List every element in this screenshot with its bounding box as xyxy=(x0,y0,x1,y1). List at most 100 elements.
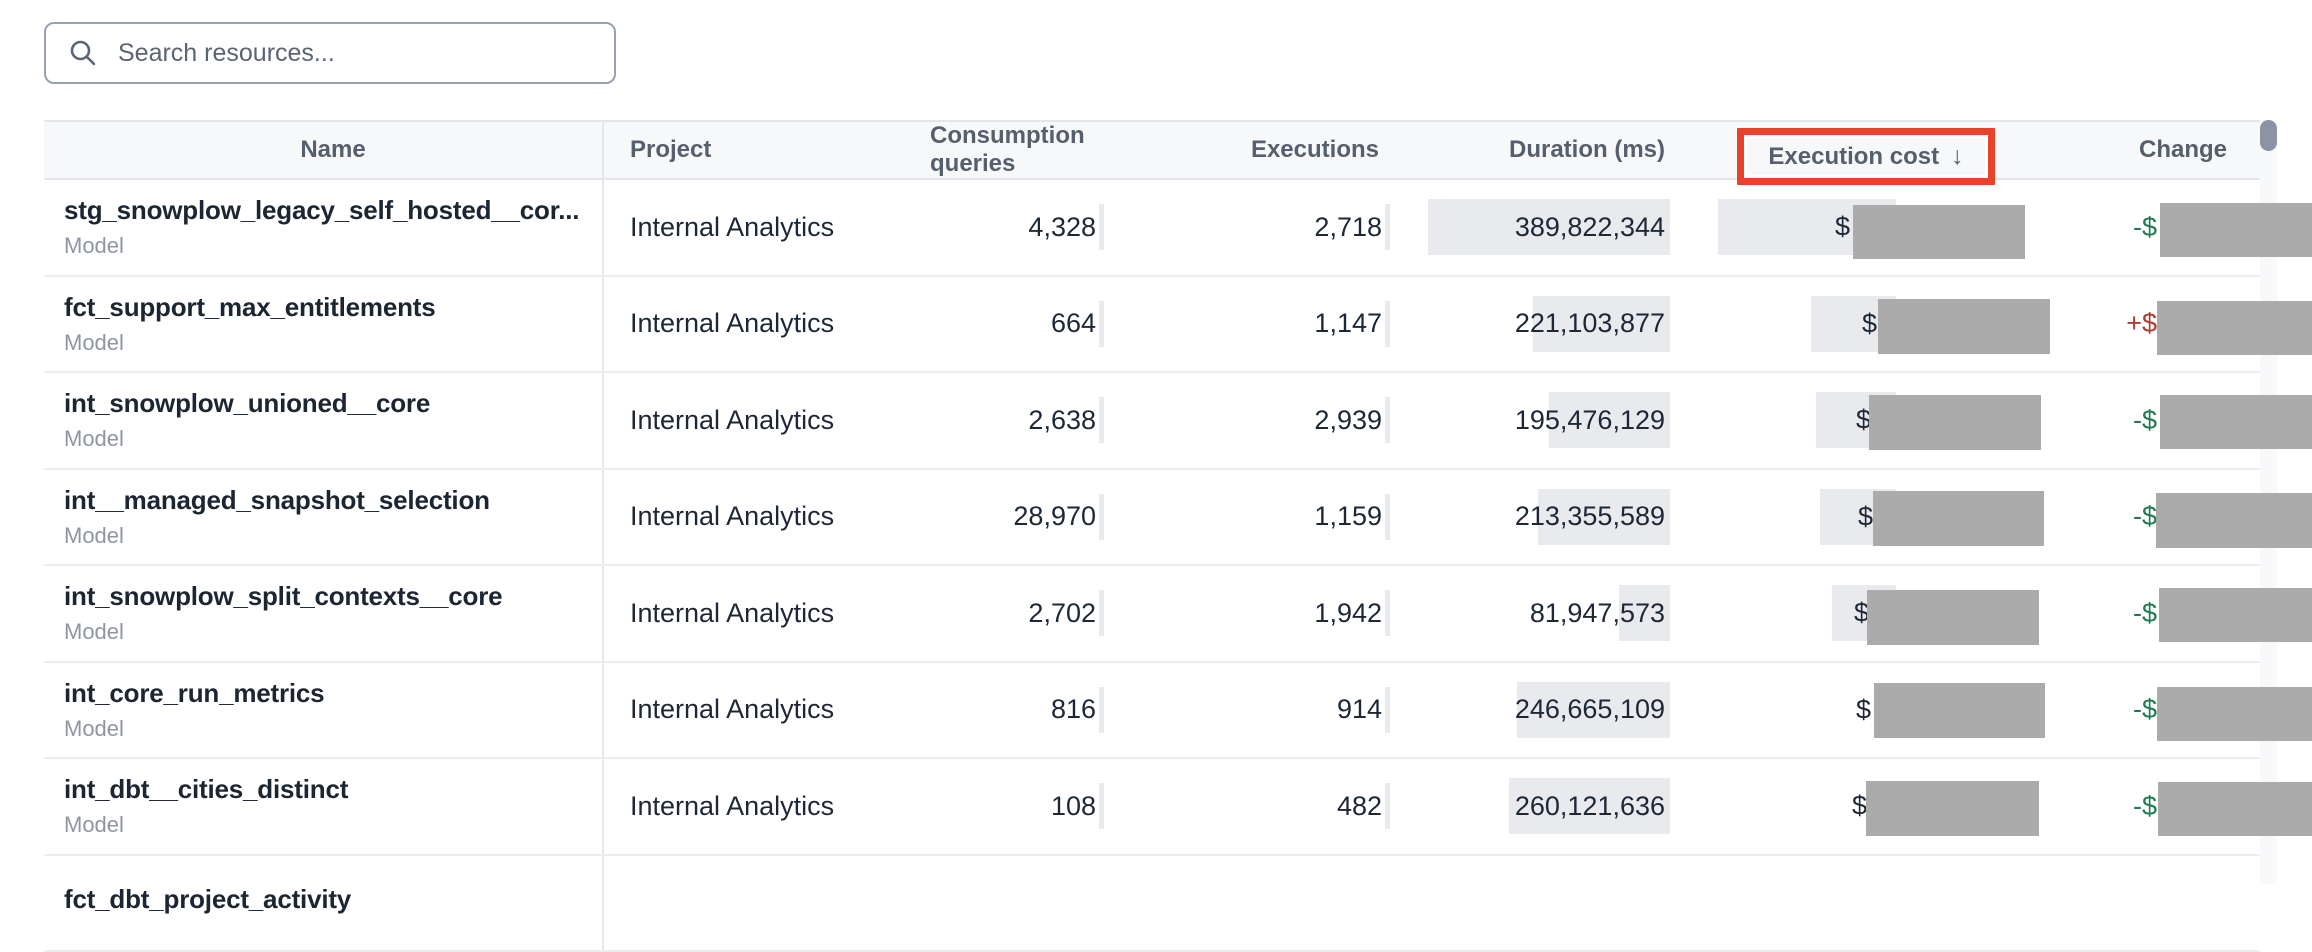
change-sign: +$ xyxy=(2126,308,2157,339)
duration-value-bar: 195,476,129 xyxy=(1549,392,1670,448)
change-redaction-box xyxy=(2157,687,2312,741)
search-bar xyxy=(44,22,616,84)
name-cell: int__managed_snapshot_selection Model xyxy=(44,470,604,565)
resource-name[interactable]: int__managed_snapshot_selection xyxy=(64,485,490,516)
consumption-mini-bar xyxy=(1099,687,1104,733)
executions-cell: 2,939 xyxy=(1106,373,1392,468)
vertical-scrollbar-thumb[interactable] xyxy=(2260,120,2277,151)
sort-descending-icon[interactable]: ↓ xyxy=(1951,142,1964,171)
duration-cell: 389,822,344 xyxy=(1392,180,1670,275)
project-cell: Internal Analytics xyxy=(604,277,930,372)
consumption-queries-cell: 816 xyxy=(930,663,1106,758)
change-redaction-box xyxy=(2158,782,2312,836)
change-sign: -$ xyxy=(2133,598,2157,629)
execution-cost-cell xyxy=(1670,856,1900,951)
table-row[interactable]: fct_dbt_project_activity xyxy=(44,856,2260,952)
resource-name[interactable]: int_snowplow_split_contexts__core xyxy=(64,581,502,612)
duration-cell: 246,665,109 xyxy=(1392,663,1670,758)
resource-type-label: Model xyxy=(64,812,124,838)
executions-cell: 1,159 xyxy=(1106,470,1392,565)
column-header-project[interactable]: Project xyxy=(604,122,930,178)
executions-cell: 1,942 xyxy=(1106,566,1392,661)
change-sign: -$ xyxy=(2133,791,2157,822)
resource-type-label: Model xyxy=(64,523,124,549)
consumption-queries-cell: 28,970 xyxy=(930,470,1106,565)
consumption-queries-cell xyxy=(930,856,1106,951)
executions-cell: 482 xyxy=(1106,759,1392,854)
cost-currency-prefix: $ xyxy=(1858,501,1873,532)
change-sign: -$ xyxy=(2133,694,2157,725)
change-sign: -$ xyxy=(2133,212,2157,243)
consumption-queries-cell: 664 xyxy=(930,277,1106,372)
executions-mini-bar xyxy=(1385,494,1390,540)
cost-currency-prefix: $ xyxy=(1856,694,1871,725)
resource-type-label: Model xyxy=(64,426,124,452)
project-cell: Internal Analytics xyxy=(604,759,930,854)
executions-cell xyxy=(1106,856,1392,951)
column-header-duration[interactable]: Duration (ms) xyxy=(1392,122,1670,178)
resource-type-label: Model xyxy=(64,716,124,742)
change-sign: -$ xyxy=(2133,405,2157,436)
resource-type-label: Model xyxy=(64,233,124,259)
change-cell xyxy=(1900,856,2260,951)
executions-cell: 914 xyxy=(1106,663,1392,758)
column-header-name[interactable]: Name xyxy=(44,122,604,178)
search-icon xyxy=(68,38,98,68)
change-redaction-box xyxy=(2159,588,2312,642)
consumption-queries-cell: 4,328 xyxy=(930,180,1106,275)
project-cell: Internal Analytics xyxy=(604,470,930,565)
change-redaction-box xyxy=(2157,301,2312,355)
execution-cost-redaction-box xyxy=(1866,781,2039,836)
consumption-mini-bar xyxy=(1099,204,1104,250)
name-cell: fct_support_max_entitlements Model xyxy=(44,277,604,372)
executions-mini-bar xyxy=(1385,301,1390,347)
column-header-executions[interactable]: Executions xyxy=(1106,122,1392,178)
change-redaction-box xyxy=(2156,493,2312,548)
executions-mini-bar xyxy=(1385,687,1390,733)
duration-value-bar: 213,355,589 xyxy=(1538,489,1670,545)
project-cell: Internal Analytics xyxy=(604,180,930,275)
consumption-mini-bar xyxy=(1099,590,1104,636)
execution-cost-header-label[interactable]: Execution cost xyxy=(1768,143,1939,171)
execution-cost-cell: $ xyxy=(1670,373,1900,468)
duration-value-bar: 260,121,636 xyxy=(1509,778,1670,834)
consumption-queries-cell: 2,702 xyxy=(930,566,1106,661)
execution-cost-cell: $ xyxy=(1670,277,1900,372)
resource-name[interactable]: fct_support_max_entitlements xyxy=(64,292,436,323)
consumption-mini-bar xyxy=(1099,783,1104,829)
search-input[interactable] xyxy=(116,38,592,69)
duration-value-bar: 81,947,573 xyxy=(1619,585,1670,641)
execution-cost-redaction-box xyxy=(1873,491,2044,546)
resource-name[interactable]: fct_dbt_project_activity xyxy=(64,884,351,915)
execution-cost-cell: $ xyxy=(1670,566,1900,661)
resource-name[interactable]: stg_snowplow_legacy_self_hosted__cor... xyxy=(64,195,579,226)
duration-cell: 221,103,877 xyxy=(1392,277,1670,372)
executions-mini-bar xyxy=(1385,397,1390,443)
project-cell xyxy=(604,856,930,951)
consumption-queries-cell: 2,638 xyxy=(930,373,1106,468)
column-header-consumption-queries[interactable]: Consumption queries xyxy=(930,122,1106,178)
execution-cost-cell: $ xyxy=(1670,470,1900,565)
project-cell: Internal Analytics xyxy=(604,566,930,661)
name-cell: fct_dbt_project_activity xyxy=(44,856,604,951)
execution-cost-highlight-box: Execution cost ↓ xyxy=(1737,128,1995,185)
execution-cost-redaction-box xyxy=(1869,395,2041,450)
duration-cell xyxy=(1392,856,1670,951)
duration-cell: 260,121,636 xyxy=(1392,759,1670,854)
execution-cost-redaction-box xyxy=(1867,590,2039,645)
duration-value-bar: 389,822,344 xyxy=(1428,199,1670,255)
consumption-queries-cell: 108 xyxy=(930,759,1106,854)
resource-name[interactable]: int_snowplow_unioned__core xyxy=(64,388,430,419)
resource-name[interactable]: int_dbt__cities_distinct xyxy=(64,774,348,805)
execution-cost-redaction-box xyxy=(1878,299,2050,354)
executions-mini-bar xyxy=(1385,204,1390,250)
project-cell: Internal Analytics xyxy=(604,373,930,468)
duration-value-bar: 221,103,877 xyxy=(1533,296,1670,352)
execution-cost-cell: $ xyxy=(1670,663,1900,758)
resource-name[interactable]: int_core_run_metrics xyxy=(64,678,324,709)
cost-currency-prefix: $ xyxy=(1852,791,1867,822)
name-cell: int_dbt__cities_distinct Model xyxy=(44,759,604,854)
executions-cell: 1,147 xyxy=(1106,277,1392,372)
duration-cell: 81,947,573 xyxy=(1392,566,1670,661)
duration-cell: 213,355,589 xyxy=(1392,470,1670,565)
